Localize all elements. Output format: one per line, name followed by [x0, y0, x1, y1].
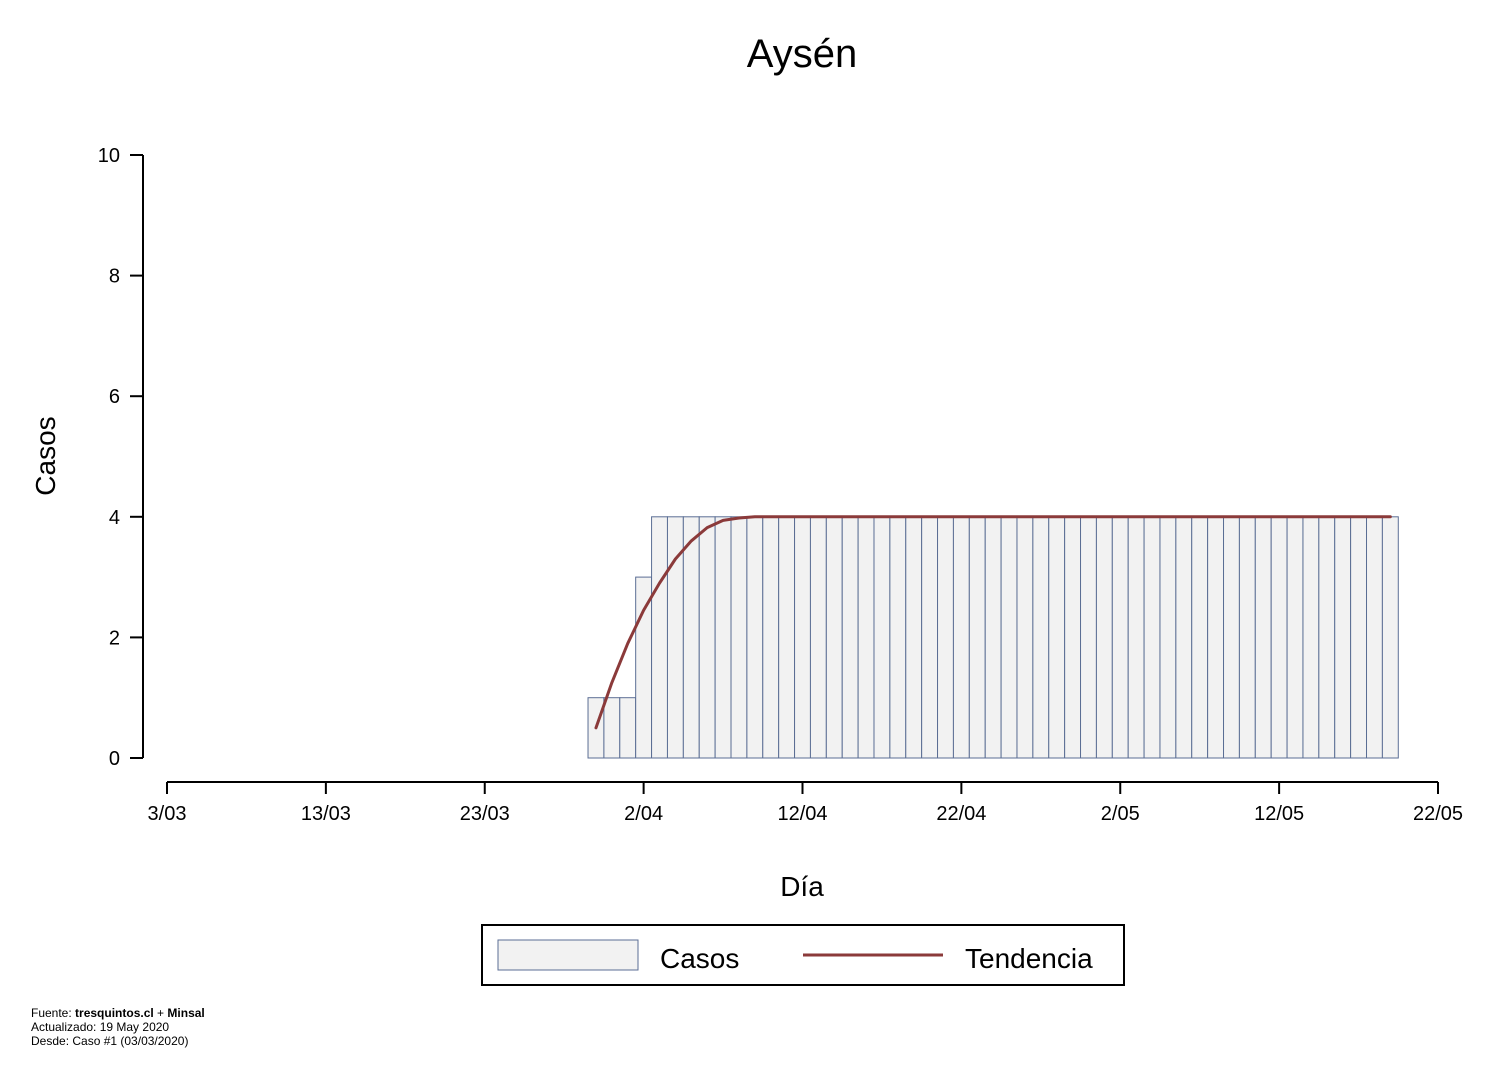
x-tick-label: 12/05 [1254, 803, 1304, 825]
trend-group [594, 515, 1392, 730]
y-tick-label: 6 [109, 386, 120, 408]
chart-title: Aysén [747, 32, 857, 76]
bar [809, 516, 827, 759]
bar [1302, 516, 1320, 759]
x-tick-label: 2/05 [1101, 803, 1140, 825]
bar [794, 516, 811, 759]
footer-source-line: Fuente: tresquintos.cl + Minsal [31, 1006, 205, 1020]
bar [1000, 516, 1018, 759]
bar [1207, 516, 1225, 759]
bar [603, 697, 621, 759]
bar [1143, 516, 1161, 759]
bar [1064, 516, 1082, 759]
x-tick-label: 12/04 [777, 803, 827, 825]
footer-source-prefix: Fuente: [31, 1006, 76, 1020]
bar [1191, 516, 1209, 759]
x-tick-label: 2/04 [624, 803, 663, 825]
bar [1334, 516, 1352, 759]
y-tick-label: 2 [109, 627, 120, 649]
y-tick-label: 4 [109, 507, 120, 529]
legend-swatch-casos [497, 939, 639, 971]
bar [1223, 516, 1240, 759]
y-axis-label: Casos [30, 416, 61, 495]
bar [1366, 516, 1383, 759]
source-footer: Fuente: tresquintos.cl + Minsal Actualiz… [31, 1006, 205, 1048]
x-axis-label: Día [780, 871, 824, 902]
bar [857, 516, 875, 759]
bar [921, 516, 939, 759]
x-tick-label: 22/05 [1413, 803, 1463, 825]
bar [778, 516, 796, 759]
footer-since: Desde: Caso #1 (03/03/2020) [31, 1034, 189, 1048]
trend-line [594, 515, 1392, 730]
bar [746, 516, 764, 759]
bar [889, 516, 907, 759]
bar [984, 516, 1002, 759]
x-tick-label: 22/04 [936, 803, 986, 825]
x-tick-label: 3/03 [148, 803, 187, 825]
y-tick-label: 0 [109, 748, 120, 770]
bar [1381, 516, 1399, 759]
legend-label-tendencia: Tendencia [965, 943, 1093, 974]
bar [1032, 516, 1050, 759]
bar [730, 516, 748, 759]
bar [762, 516, 780, 759]
bar [619, 697, 637, 759]
bar [873, 516, 891, 759]
bar [714, 516, 732, 759]
bar [1175, 516, 1193, 759]
y-axis: 0 2 4 6 8 10 [98, 145, 144, 770]
x-axis: 3/03 13/03 23/03 2/04 12/04 22/04 2/05 12/05 22/… [148, 781, 1463, 825]
bar [698, 516, 716, 759]
bar [1350, 516, 1368, 759]
bar [1254, 516, 1272, 759]
x-tick-label: 13/03 [301, 803, 351, 825]
bar [1127, 516, 1145, 759]
bar [682, 516, 700, 759]
footer-source-a: tresquintos.cl [75, 1006, 154, 1020]
bar [651, 516, 668, 759]
bar [1270, 516, 1288, 759]
legend-label-casos: Casos [660, 943, 739, 974]
footer-source-sep: + [153, 1006, 168, 1020]
y-tick-label: 8 [109, 266, 120, 288]
bar [1286, 516, 1304, 759]
bar [1095, 516, 1113, 759]
bar [905, 516, 923, 759]
bar [635, 576, 653, 759]
bar [1159, 516, 1177, 759]
bar [841, 516, 859, 759]
x-tick-label: 23/03 [460, 803, 510, 825]
y-tick-label: 10 [98, 145, 120, 167]
bars-group [587, 516, 1399, 759]
bar [1080, 516, 1097, 759]
bar [1048, 516, 1066, 759]
bar [968, 516, 986, 759]
footer-source-b: Minsal [167, 1006, 205, 1020]
legend: Casos Tendencia [481, 924, 1125, 986]
bar [1318, 516, 1336, 759]
bar [1238, 516, 1256, 759]
bar [937, 516, 954, 759]
bar [1111, 516, 1129, 759]
bar [952, 516, 970, 759]
bar [1016, 516, 1034, 759]
bar [825, 516, 843, 759]
footer-updated: Actualizado: 19 May 2020 [31, 1020, 170, 1034]
